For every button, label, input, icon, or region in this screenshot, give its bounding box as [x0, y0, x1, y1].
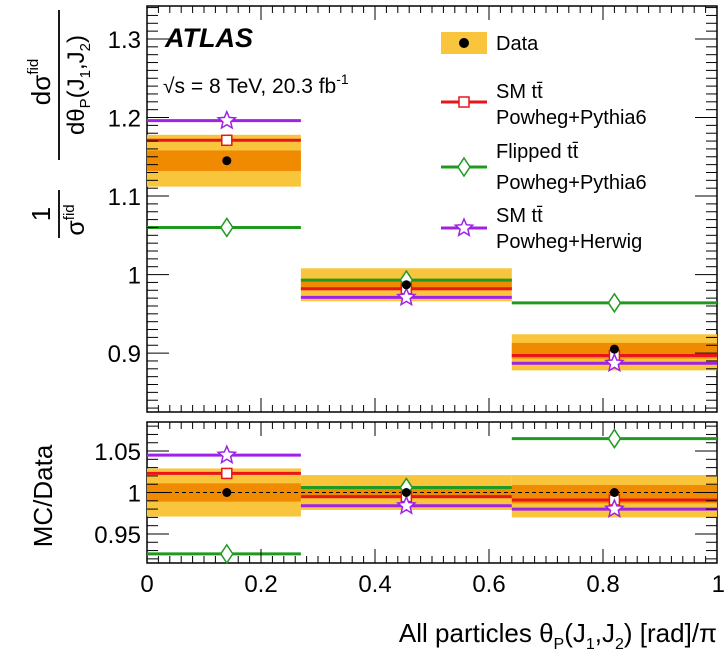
ratio-data-point	[401, 488, 411, 497]
legend: Data SM tt̄ Powheg+Pythia6 Flipped tt̄ P…	[441, 32, 647, 253]
legend-sm-pythia-marker	[458, 96, 470, 108]
sm-herwig-ratio-marker	[216, 444, 238, 465]
ratio-y-tick-label: 0.95	[94, 522, 141, 549]
flipped-ratio-marker	[219, 543, 234, 565]
legend-star-shape	[453, 217, 475, 237]
legend-flipped-marker	[457, 156, 471, 178]
legend-sm-pythia-label-2: Powheg+Pythia6	[496, 107, 647, 129]
legend-sm-herwig-label-2: Powheg+Herwig	[496, 231, 642, 253]
tick-labels-layer: 0 0.2 0.4 0.6 0.8 1 0.9 1 1.1 1.2 1.3 0.95 1 1.05	[94, 27, 724, 598]
sm-pythia-marker	[221, 134, 233, 147]
sm-herwig-marker	[603, 352, 625, 373]
sm-herwig-ratio-marker	[603, 498, 625, 518]
ratio-data-point	[609, 488, 619, 497]
legend-data-marker	[459, 38, 469, 48]
data-point	[401, 280, 411, 290]
markers-layer	[216, 109, 625, 565]
sm-herwig-ratio-marker	[395, 494, 417, 515]
legend-flipped-label-2: Powheg+Pythia6	[496, 172, 647, 194]
main-y-tick-label: 1	[128, 263, 141, 290]
sm-herwig-marker	[216, 109, 238, 130]
experiment-label: ATLAS	[164, 23, 253, 53]
legend-sm-herwig-label-1: SM tt̄	[496, 205, 543, 227]
main-y-tick-label: 1.3	[108, 27, 141, 54]
sm-pythia-ratio-marker	[221, 467, 233, 480]
svg-text:1: 1	[26, 207, 56, 221]
sm-herwig-marker	[395, 286, 417, 307]
energy-label: √s = 8 TeV, 20.3 fb-1	[163, 71, 349, 98]
ratio-y-axis-title: MC/Data	[28, 444, 58, 547]
svg-text:dθP(J1,J2): dθP(J1,J2)	[63, 35, 94, 135]
legend-data-label: Data	[496, 33, 539, 55]
flipped-ratio-marker	[607, 428, 622, 449]
main-y-tick-label: 0.9	[108, 341, 141, 368]
svg-text:σfid: σfid	[61, 204, 90, 235]
legend-sm-pythia-label-1: SM tt̄	[496, 81, 543, 103]
ratio-data-point	[222, 488, 232, 497]
legend-sm-herwig-marker	[453, 217, 475, 237]
flipped-marker	[607, 292, 622, 314]
x-tick-label: 0.6	[472, 571, 505, 598]
x-tick-label: 0.4	[358, 571, 391, 598]
ticks-layer	[147, 6, 717, 563]
main-y-tick-label: 1.2	[108, 106, 141, 133]
data-point	[222, 156, 232, 166]
x-tick-label: 0	[140, 571, 153, 598]
legend-flipped-label-1: Flipped tt̄	[496, 141, 579, 163]
main-y-tick-label: 1.1	[108, 184, 141, 211]
x-tick-label: 0.2	[244, 571, 277, 598]
data-point	[609, 344, 619, 354]
x-tick-label: 0.8	[586, 571, 619, 598]
x-tick-label: 1	[712, 571, 724, 598]
ratio-y-tick-label: 1	[128, 481, 141, 508]
main-y-axis-title: 1 σfid dσfid dθP(J1,J2)	[25, 10, 94, 238]
svg-text:dσfid: dσfid	[25, 59, 56, 105]
ratio-y-tick-label: 1.05	[94, 439, 141, 466]
flipped-marker	[219, 217, 234, 238]
x-axis-title: All particles θP(J1,J2) [rad]/π	[399, 618, 717, 653]
